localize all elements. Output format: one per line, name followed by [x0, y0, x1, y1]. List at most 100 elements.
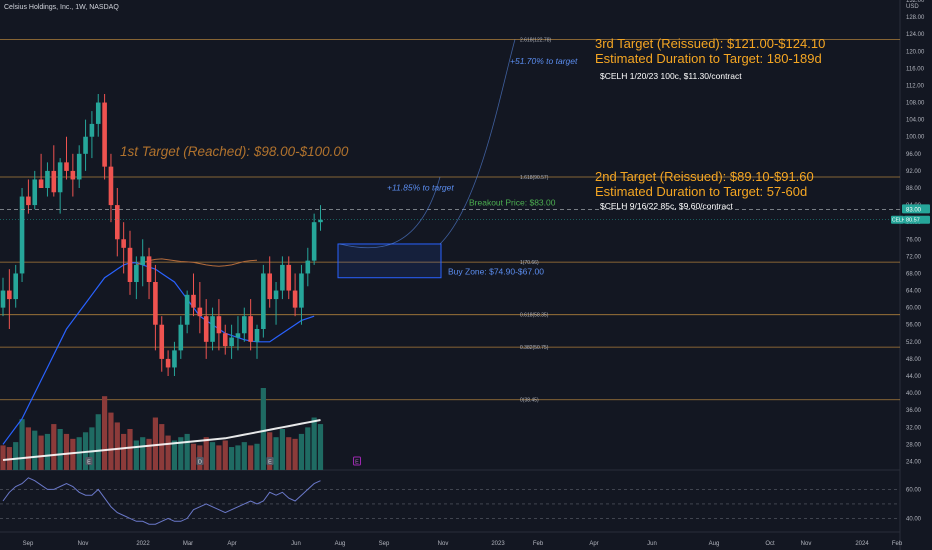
candle-body [242, 316, 247, 334]
price-axis-tick: 44.00 [906, 374, 922, 380]
candle-body [254, 329, 260, 342]
price-axis-tick: 128.00 [906, 15, 925, 21]
candle-body [305, 260, 311, 274]
volume-bar [25, 427, 31, 470]
volume-bar [95, 414, 101, 470]
time-axis-tick: 2023 [491, 541, 505, 547]
volume-bar [286, 437, 292, 470]
price-axis-tick: 36.00 [906, 408, 922, 414]
buy-zone-box [337, 243, 442, 279]
fib-level-label: 1.618(90.57) [520, 175, 549, 181]
candle-body [0, 290, 6, 308]
time-axis-tick: Apr [589, 541, 598, 547]
volume-bar [311, 417, 317, 470]
time-axis-tick: Sep [379, 541, 390, 547]
price-tag-symbol-text: CELH [892, 218, 906, 224]
price-axis-tick: 40.00 [906, 391, 922, 397]
candle-body [146, 256, 152, 282]
time-axis-tick: 2024 [855, 541, 869, 547]
volume-bar [57, 429, 63, 470]
time-axis-tick: Jun [291, 541, 301, 547]
volume-bar [89, 427, 95, 470]
time-axis-tick: Feb [892, 541, 903, 547]
volume-bar [32, 430, 38, 470]
volume-bar [121, 433, 127, 470]
candle-body [191, 294, 196, 308]
time-axis-tick: 2022 [136, 541, 150, 547]
target-2-option: $CELH 9/16/22 85c, $9.60/contract [600, 201, 733, 211]
candle-body [95, 102, 101, 124]
price-tag-last [904, 215, 930, 224]
volume-bar [298, 433, 305, 470]
volume-bar [152, 417, 158, 470]
candle-body [286, 264, 292, 291]
time-axis-tick: Mar [183, 541, 193, 547]
candle-body [38, 179, 44, 188]
time-axis-tick: Nov [801, 541, 812, 547]
breakout-label: Breakout Price: $83.00 [469, 197, 556, 207]
price-axis-tick: 60.00 [906, 306, 922, 312]
time-axis-tick: Aug [709, 541, 720, 547]
time-axis-tick: Apr [227, 541, 236, 547]
volume-bar [184, 433, 190, 470]
candle-body [261, 273, 266, 329]
candle-body [51, 170, 57, 193]
candle-body [318, 219, 323, 223]
time-axis-tick: Oct [765, 541, 775, 547]
fib-level-label: 0.618(58.35) [520, 313, 549, 319]
volume-bar [76, 437, 82, 470]
volume-bar [292, 438, 298, 470]
moving-average-blue [2, 262, 315, 445]
volume-bar [63, 433, 70, 470]
price-tag-breakout [902, 204, 930, 214]
price-axis-tick: 72.00 [906, 254, 922, 260]
price-axis-tick: 28.00 [906, 442, 922, 448]
candle-body [273, 290, 279, 300]
candle-body [229, 337, 234, 347]
volume-bar [190, 443, 197, 470]
volume-bar [70, 438, 76, 470]
fib-level-label: 0(38.45) [520, 398, 539, 404]
price-axis-tick: 68.00 [906, 271, 922, 277]
chart-header: Celsius Holdings, Inc., 1W, NASDAQ [4, 4, 119, 11]
volume-bar [102, 396, 108, 470]
price-axis-tick: 56.00 [906, 323, 922, 329]
volume-bar [248, 445, 254, 470]
volume-bar [178, 437, 184, 470]
fib-level-label: 0.382(50.75) [520, 345, 549, 351]
target-2-duration: Estimated Duration to Target: 57-60d [595, 184, 807, 199]
price-axis-tick: 32.00 [906, 425, 922, 431]
price-axis-tick: 24.00 [906, 459, 922, 465]
candle-body [216, 316, 222, 334]
candle-body [280, 264, 285, 291]
buy-zone-label: Buy Zone: $74.90-$67.00 [448, 267, 544, 277]
candle-body [235, 333, 241, 338]
event-marker [353, 456, 361, 466]
event-marker [196, 457, 204, 465]
candle-body [140, 256, 145, 265]
oscillator-line [2, 477, 321, 525]
price-axis-tick: 124.00 [906, 32, 925, 38]
price-axis-tick: 88.00 [906, 186, 922, 192]
candle-body [32, 179, 38, 206]
volume-bar [133, 440, 139, 470]
volume-bar [216, 445, 222, 470]
volume-bar [114, 422, 120, 470]
event-marker [266, 457, 274, 465]
volume-bar [267, 432, 273, 470]
candle-body [299, 273, 304, 308]
event-marker-label: E [268, 460, 272, 466]
candle-body [165, 358, 171, 368]
price-axis-tick: 116.00 [906, 66, 925, 72]
volume-bar [241, 442, 247, 470]
volume-bar [260, 388, 266, 470]
candle-body [115, 205, 120, 240]
event-marker-label: D [198, 460, 202, 466]
candle-body [172, 350, 177, 368]
target-1-label: 1st Target (Reached): $98.00-$100.00 [120, 144, 349, 159]
volume-bar [159, 424, 165, 470]
candle-body [248, 316, 253, 342]
percent-to-target-far: +51.70% to target [510, 56, 578, 66]
oscillator-axis-tick: 60.00 [906, 487, 922, 493]
